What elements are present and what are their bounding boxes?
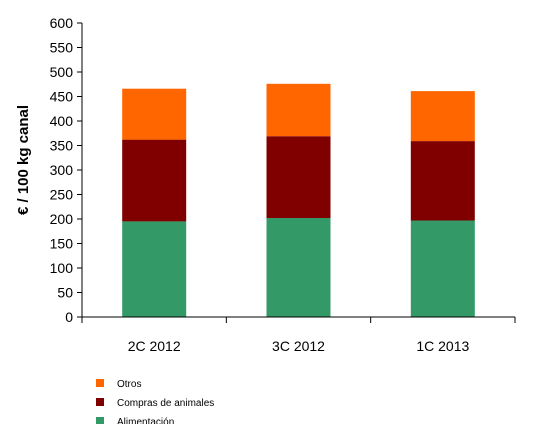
y-tick-label: 500 xyxy=(50,64,74,80)
y-tick-label: 150 xyxy=(50,236,74,252)
y-tick-label: 600 xyxy=(50,15,74,31)
y-tick-label: 50 xyxy=(57,285,73,301)
y-tick-label: 450 xyxy=(50,89,74,105)
y-tick-label: 300 xyxy=(50,162,74,178)
y-tick-label: 550 xyxy=(50,40,74,56)
bar-segment-alimentaci-n-1 xyxy=(122,221,187,317)
x-tick-label: 1C 2013 xyxy=(416,338,469,354)
bar-segment-otros-2 xyxy=(266,83,331,137)
x-tick-label: 2C 2012 xyxy=(128,338,181,354)
bar-segment-compras-de-animales-2 xyxy=(266,136,331,218)
x-tick-label: 3C 2012 xyxy=(272,338,325,354)
bar-segment-otros-1 xyxy=(122,88,187,140)
legend-swatch-alimentaci-n xyxy=(96,417,104,424)
legend: Otros Compras de animales Alimentación xyxy=(96,379,214,424)
bar-segment-alimentaci-n-2 xyxy=(266,218,331,317)
y-tick-label: 100 xyxy=(50,260,74,276)
bar-segment-alimentaci-n-3 xyxy=(410,220,475,317)
legend-swatch-otros xyxy=(96,379,104,387)
legend-label: Compras de animales xyxy=(117,398,214,409)
bars-group xyxy=(122,83,475,317)
bar-segment-compras-de-animales-1 xyxy=(122,139,187,222)
bar-segment-otros-3 xyxy=(410,91,475,142)
y-tick-label: 250 xyxy=(50,187,74,203)
legend-label: Otros xyxy=(117,379,141,390)
legend-label: Alimentación xyxy=(117,417,174,424)
bar-segment-compras-de-animales-3 xyxy=(410,141,475,221)
axes-group: 0 50 100 150 200 250 300 350 400 450 500 550 600 2C 2… xyxy=(50,15,516,354)
legend-swatch-compras-de-animales xyxy=(96,398,104,406)
y-tick-label: 0 xyxy=(65,309,73,325)
y-tick-label: 350 xyxy=(50,138,74,154)
y-tick-label: 200 xyxy=(50,211,74,227)
y-tick-label: 400 xyxy=(50,113,74,129)
y-axis-label: € / 100 kg canal xyxy=(15,105,32,215)
